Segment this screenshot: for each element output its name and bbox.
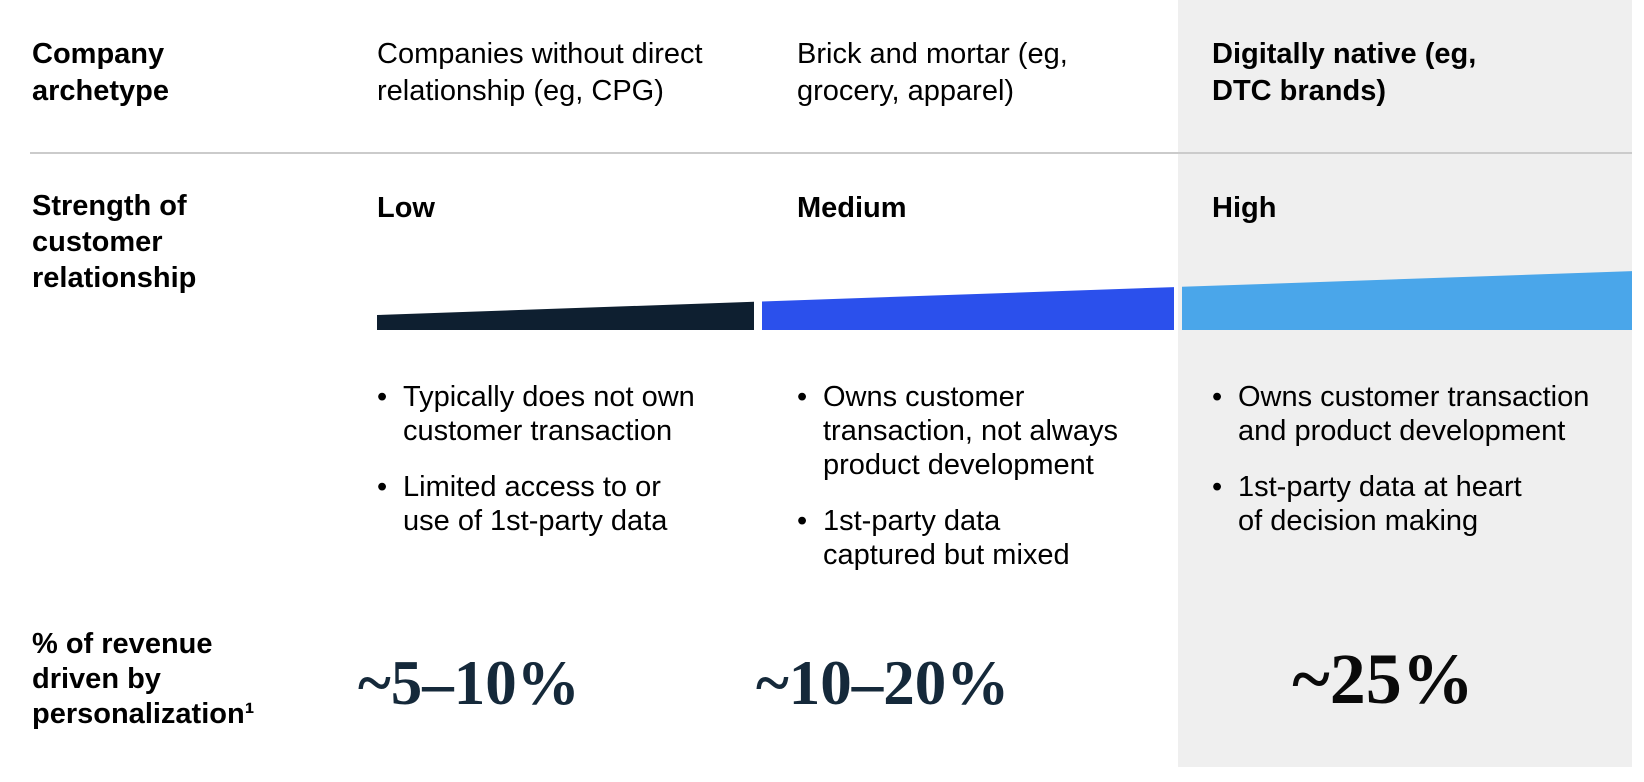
row-label-strength-of-relationship: Strength of customer relationship bbox=[32, 190, 197, 294]
bullet-text: 1st-party data at heart of decision maki… bbox=[1238, 471, 1522, 537]
strength-level-high: High bbox=[1212, 192, 1277, 224]
customer-relationship-strength-wedge bbox=[377, 271, 1632, 330]
bullet-text: Limited access to or use of 1st-party da… bbox=[403, 471, 668, 537]
row-label-company-archetype: Company archetype bbox=[32, 38, 170, 107]
row-label-revenue-personalization: % of revenue driven by personalization¹ bbox=[32, 628, 255, 730]
bullet-dot: • bbox=[797, 505, 808, 537]
column-title-digitally-native: Digitally native (eg, DTC brands) bbox=[1212, 38, 1477, 107]
digitally-native-column-highlight bbox=[1178, 0, 1632, 767]
bullet-dot: • bbox=[1212, 381, 1223, 413]
wedge-segment-low bbox=[377, 301, 754, 330]
column-title-no-direct-relationship: Companies without direct relationship (e… bbox=[377, 38, 703, 107]
list-item: • Owns customer transaction, not always … bbox=[797, 380, 1147, 482]
header-divider-line bbox=[30, 152, 1632, 154]
wedge-segment-medium bbox=[762, 287, 1174, 330]
list-item: • Typically does not own customer transa… bbox=[377, 380, 722, 448]
bullet-dot: • bbox=[1212, 471, 1223, 503]
revenue-value-high: ~25% bbox=[1292, 639, 1474, 719]
revenue-value-medium: ~10–20% bbox=[756, 648, 1010, 718]
bullet-text: 1st-party data captured but mixed bbox=[823, 505, 1070, 571]
bullet-list-no-direct-relationship: • Typically does not own customer transa… bbox=[377, 380, 722, 560]
bullet-list-digitally-native: • Owns customer transaction and product … bbox=[1212, 380, 1632, 560]
bullet-dot: • bbox=[377, 471, 388, 503]
bullet-text: Typically does not own customer transact… bbox=[403, 381, 695, 447]
list-item: • Owns customer transaction and product … bbox=[1212, 380, 1632, 448]
bullet-list-brick-and-mortar: • Owns customer transaction, not always … bbox=[797, 380, 1147, 594]
list-item: • 1st-party data at heart of decision ma… bbox=[1212, 470, 1632, 538]
strength-level-low: Low bbox=[377, 192, 435, 224]
bullet-dot: • bbox=[377, 381, 388, 413]
bullet-text: Owns customer transaction and product de… bbox=[1238, 381, 1590, 447]
list-item: • 1st-party data captured but mixed bbox=[797, 504, 1147, 572]
list-item: • Limited access to or use of 1st-party … bbox=[377, 470, 722, 538]
revenue-value-low: ~5–10% bbox=[358, 648, 580, 718]
strength-level-medium: Medium bbox=[797, 192, 907, 224]
wedge-segment-high bbox=[1182, 271, 1632, 330]
bullet-text: Owns customer transaction, not always pr… bbox=[823, 381, 1118, 481]
column-title-brick-and-mortar: Brick and mortar (eg, grocery, apparel) bbox=[797, 38, 1068, 107]
bullet-dot: • bbox=[797, 381, 808, 413]
